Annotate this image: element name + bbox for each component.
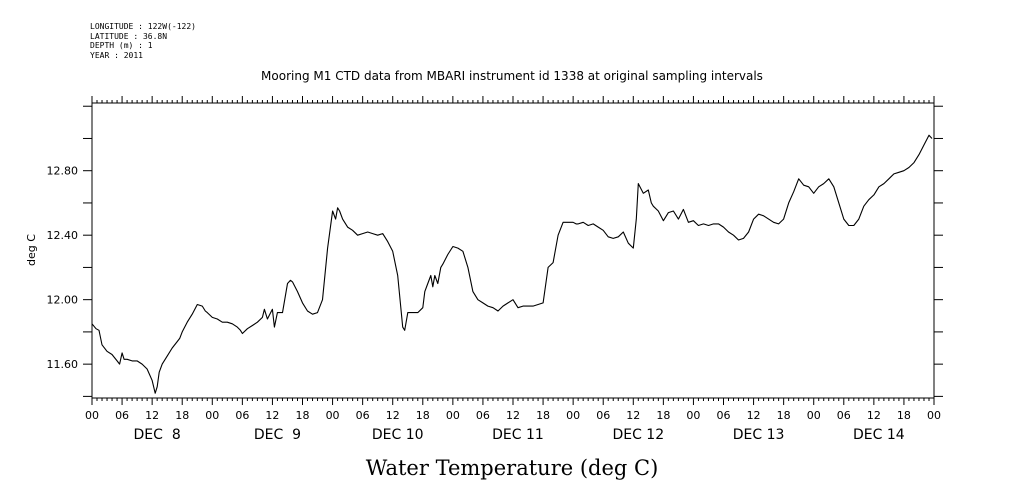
x-tick-label: 06 (596, 409, 610, 422)
x-tick-label: 00 (686, 409, 700, 422)
x-tick-label: 06 (356, 409, 370, 422)
y-tick-label: 12.80 (47, 165, 79, 178)
chart-title: Mooring M1 CTD data from MBARI instrumen… (261, 69, 763, 83)
day-label: DEC 14 (853, 427, 905, 443)
y-axis-label: deg C (25, 234, 38, 266)
day-labels: DEC 8 DEC 9 DEC 10 DEC 11 DEC 12 DEC 13 DEC 14 (134, 427, 905, 443)
x-tick-label: 18 (656, 409, 670, 422)
x-tick-label: 12 (386, 409, 400, 422)
x-tick-label: 12 (265, 409, 279, 422)
day-label: DEC 13 (733, 427, 785, 443)
day-label: DEC 9 (254, 427, 301, 443)
x-tick-label: 18 (536, 409, 550, 422)
x-tick-label: 00 (205, 409, 219, 422)
day-label: DEC 11 (492, 427, 544, 443)
y-tick-label: 11.60 (47, 358, 79, 371)
longitude-label: LONGITUDE : 122W(-122) (90, 22, 196, 31)
x-tick-label: 18 (296, 409, 310, 422)
plot-frame (91, 102, 935, 399)
x-tick-label: 18 (777, 409, 791, 422)
x-axis-label: Water Temperature (deg C) (366, 456, 659, 480)
series-group (91, 134, 933, 394)
x-tick-label: 00 (326, 409, 340, 422)
x-tick-label: 18 (897, 409, 911, 422)
x-tick-label: 06 (115, 409, 129, 422)
x-tick-label: 12 (626, 409, 640, 422)
x-tick-label: 12 (506, 409, 520, 422)
day-label: DEC 10 (372, 427, 424, 443)
x-tick-label: 06 (235, 409, 249, 422)
x-tick-label: 18 (416, 409, 430, 422)
y-tick-label: 12.40 (47, 229, 79, 242)
axis-ticks (83, 96, 943, 405)
temperature-series-line (91, 134, 933, 394)
x-tick-label: 12 (867, 409, 881, 422)
y-tick-labels: 11.60 12.00 12.40 12.80 (47, 165, 79, 371)
y-tick-label: 12.00 (47, 294, 79, 307)
day-label: DEC 8 (134, 427, 181, 443)
x-tick-label: 00 (566, 409, 580, 422)
x-tick-label: 12 (145, 409, 159, 422)
station-metadata: LONGITUDE : 122W(-122) LATITUDE : 36.8N … (90, 22, 196, 60)
x-tick-labels: 00 06 12 18 00 06 12 18 00 06 12 18 00 06 12 18 00 06 12 18… (85, 409, 941, 422)
year-label: YEAR : 2011 (90, 50, 143, 60)
x-tick-label: 06 (476, 409, 490, 422)
x-tick-label: 18 (175, 409, 189, 422)
x-tick-label: 12 (747, 409, 761, 422)
x-tick-label: 00 (85, 409, 99, 422)
latitude-label: LATITUDE : 36.8N (90, 31, 168, 41)
day-label: DEC 12 (612, 427, 664, 443)
depth-label: DEPTH (m) : 1 (90, 41, 153, 50)
x-tick-label: 06 (837, 409, 851, 422)
x-tick-label: 06 (717, 409, 731, 422)
x-tick-label: 00 (807, 409, 821, 422)
x-tick-label: 00 (927, 409, 941, 422)
x-tick-label: 00 (446, 409, 460, 422)
